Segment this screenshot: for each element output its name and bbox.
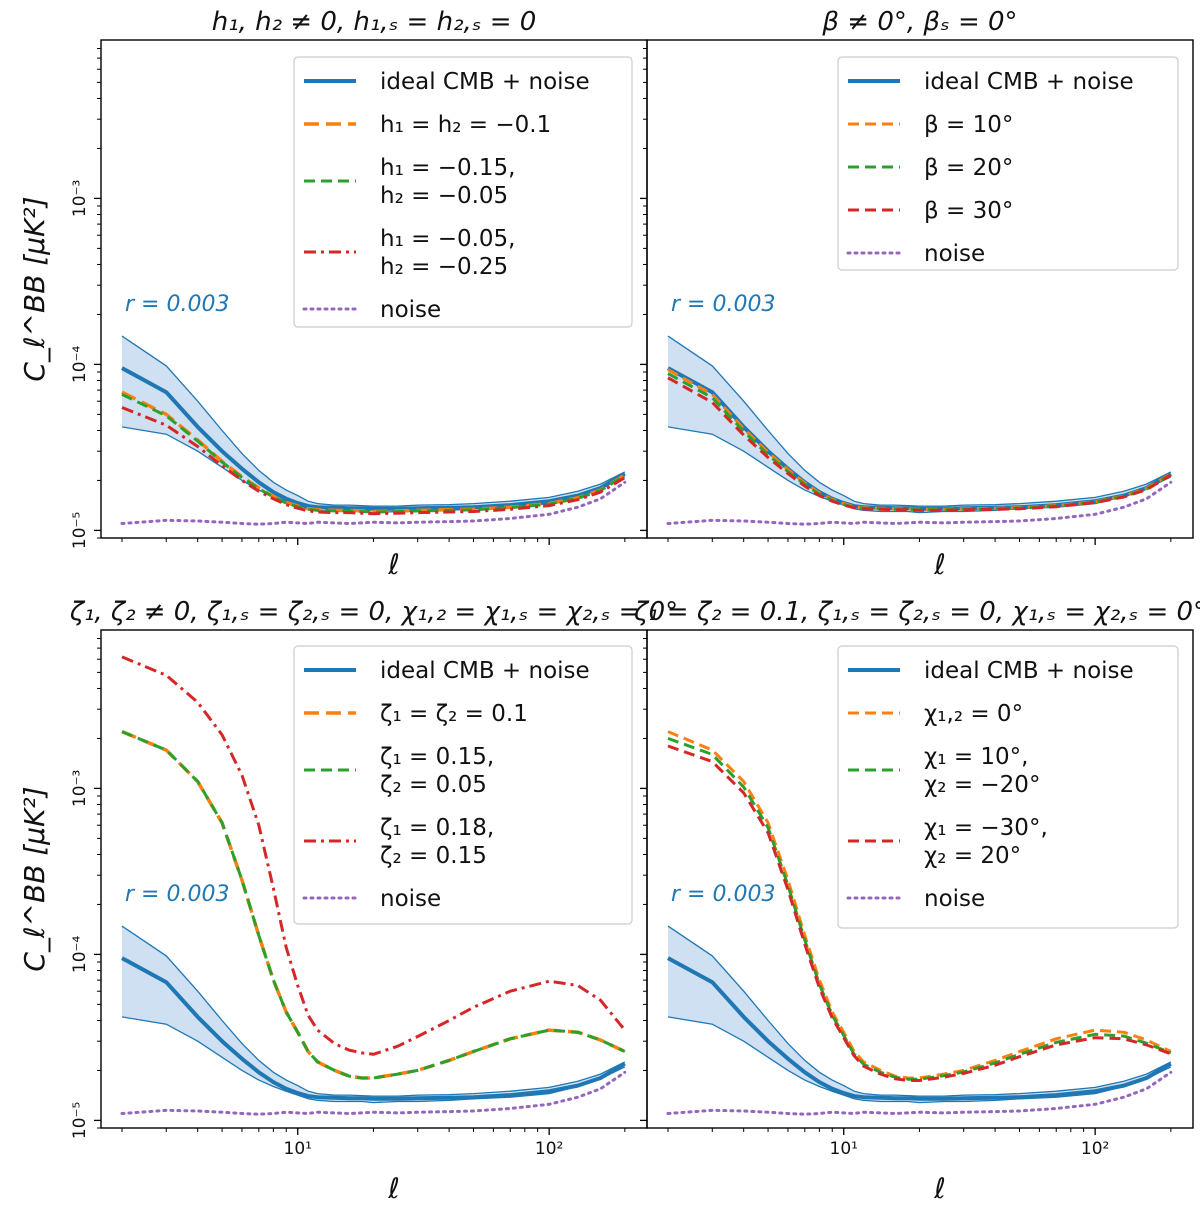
y-tick-label: 10⁻⁵ bbox=[70, 512, 90, 549]
plot-area bbox=[666, 335, 1173, 526]
legend-label: ζ₁ = ζ₂ = 0.1 bbox=[380, 701, 528, 727]
legend: ideal CMB + noise h₁ = h₂ = −0.1 h₁ = −0.1… bbox=[293, 56, 633, 328]
legend-frame bbox=[837, 56, 1179, 271]
panel-4: ζ₁ = ζ₂ = 0.1, ζ₁,ₛ = ζ₂,ₛ = 0, χ₁,ₛ = χ… bbox=[633, 597, 1200, 1205]
series-line-0 bbox=[121, 956, 626, 1101]
x-tick-label: 10¹ bbox=[830, 1139, 858, 1159]
legend-frame bbox=[293, 645, 633, 925]
band-upper-edge bbox=[667, 925, 1172, 1097]
y-tick-label: 10⁻⁴ bbox=[70, 346, 90, 384]
series-line-0 bbox=[121, 366, 626, 511]
series-line-1 bbox=[667, 368, 1172, 511]
legend-label: h₁ = h₂ = −0.1 bbox=[380, 112, 551, 138]
uncertainty-band bbox=[668, 336, 1171, 513]
uncertainty-band bbox=[122, 336, 625, 513]
axes-frame bbox=[646, 39, 1194, 539]
legend-label: ideal CMB + noise bbox=[380, 69, 590, 95]
legend: ideal CMB + noise β = 10° β = 20° β = 30° no… bbox=[837, 56, 1179, 271]
legend-label: β = 30° bbox=[924, 198, 1013, 224]
legend-label: noise bbox=[380, 886, 441, 912]
series-line-4 bbox=[666, 1070, 1173, 1116]
series-line-3 bbox=[667, 744, 1172, 1082]
band-lower-edge bbox=[667, 426, 1172, 514]
r-annotation: r = 0.003 bbox=[125, 292, 229, 317]
legend-label: noise bbox=[924, 241, 985, 267]
legend-label: noise bbox=[380, 297, 441, 323]
y-tick-label: 10⁻⁴ bbox=[70, 936, 90, 974]
x-axis-label: ℓ bbox=[387, 1172, 400, 1205]
series-line-3 bbox=[667, 376, 1172, 512]
series-line-2 bbox=[121, 730, 626, 1080]
legend-label: noise bbox=[924, 886, 985, 912]
panel-title: h₁, h₂ ≠ 0, h₁,ₛ = h₂,ₛ = 0 bbox=[212, 7, 537, 37]
legend-label: ideal CMB + noise bbox=[924, 658, 1134, 684]
legend-label: h₂ = −0.25 bbox=[380, 254, 508, 280]
legend: ideal CMB + noise ζ₁ = ζ₂ = 0.1 ζ₁ = 0.15,… bbox=[293, 645, 633, 925]
legend-label: χ₂ = 20° bbox=[924, 843, 1021, 869]
series-line-0 bbox=[667, 956, 1172, 1101]
axes-frame bbox=[646, 629, 1194, 1129]
y-axis-label: C_ℓ^BB [μK²] bbox=[18, 196, 51, 381]
y-tick-label: 10⁻³ bbox=[70, 770, 90, 807]
legend-label: h₂ = −0.05 bbox=[380, 183, 508, 209]
panel-title: β ≠ 0°, βₛ = 0° bbox=[821, 7, 1017, 37]
legend-label: ideal CMB + noise bbox=[924, 69, 1134, 95]
legend-label: χ₁,₂ = 0° bbox=[924, 701, 1023, 727]
legend-label: β = 10° bbox=[924, 112, 1013, 138]
panel-title: ζ₁ = ζ₂ = 0.1, ζ₁,ₛ = ζ₂,ₛ = 0, χ₁,ₛ = χ… bbox=[633, 597, 1200, 627]
series-line-3 bbox=[121, 655, 626, 1056]
legend-label: h₁ = −0.05, bbox=[380, 226, 515, 252]
legend-label: ζ₁ = 0.15, bbox=[380, 744, 494, 770]
series-line-2 bbox=[121, 393, 626, 514]
band-lower-edge bbox=[121, 1016, 626, 1104]
legend-label: ideal CMB + noise bbox=[380, 658, 590, 684]
r-annotation: r = 0.003 bbox=[671, 882, 775, 907]
panel-title: ζ₁, ζ₂ ≠ 0, ζ₁,ₛ = ζ₂,ₛ = 0, χ₁,₂ = χ₁,ₛ… bbox=[69, 597, 678, 627]
y-tick-label: 10⁻⁵ bbox=[70, 1102, 90, 1139]
plot-area bbox=[120, 655, 627, 1116]
r-annotation: r = 0.003 bbox=[125, 882, 229, 907]
series-line-1 bbox=[667, 730, 1172, 1080]
legend-label: h₁ = −0.15, bbox=[380, 155, 515, 181]
band-upper-edge bbox=[667, 335, 1172, 507]
band-upper-edge bbox=[121, 335, 626, 507]
x-tick-label: 10² bbox=[1081, 1139, 1109, 1159]
legend-label: χ₁ = −30°, bbox=[924, 815, 1048, 841]
plot-area bbox=[666, 730, 1173, 1116]
legend-label: β = 20° bbox=[924, 155, 1013, 181]
legend-label: ζ₂ = 0.05 bbox=[380, 772, 487, 798]
x-tick-label: 10¹ bbox=[284, 1139, 312, 1159]
panel-3: ζ₁, ζ₂ ≠ 0, ζ₁,ₛ = ζ₂,ₛ = 0, χ₁,₂ = χ₁,ₛ… bbox=[18, 597, 678, 1205]
plot-area bbox=[120, 335, 627, 526]
y-axis-label: C_ℓ^BB [μK²] bbox=[18, 786, 51, 971]
x-axis-label: ℓ bbox=[933, 1172, 946, 1205]
legend-frame bbox=[293, 56, 633, 328]
legend-frame bbox=[837, 645, 1179, 929]
band-upper-edge bbox=[121, 925, 626, 1097]
series-line-2 bbox=[667, 736, 1172, 1081]
panel-2: β ≠ 0°, βₛ = 0° ℓ r = 0.003 ideal CMB + noi… bbox=[640, 7, 1194, 581]
legend-label: χ₁ = 10°, bbox=[924, 744, 1028, 770]
series-line-4 bbox=[120, 480, 627, 526]
series-line-4 bbox=[666, 480, 1173, 526]
x-tick-label: 10² bbox=[535, 1139, 563, 1159]
series-line-4 bbox=[120, 1070, 627, 1116]
x-axis-label: ℓ bbox=[933, 548, 946, 581]
legend-label: χ₂ = −20° bbox=[924, 772, 1040, 798]
legend-label: ζ₂ = 0.15 bbox=[380, 843, 487, 869]
panel-1: h₁, h₂ ≠ 0, h₁,ₛ = h₂,ₛ = 0 10⁻⁵ 10⁻⁴ 10⁻³ C… bbox=[18, 7, 648, 581]
band-lower-edge bbox=[667, 1016, 1172, 1104]
r-annotation: r = 0.003 bbox=[671, 292, 775, 317]
x-axis-label: ℓ bbox=[387, 548, 400, 581]
uncertainty-band bbox=[668, 926, 1171, 1103]
uncertainty-band bbox=[122, 926, 625, 1103]
legend-label: ζ₁ = 0.18, bbox=[380, 815, 494, 841]
y-tick-label: 10⁻³ bbox=[70, 180, 90, 217]
